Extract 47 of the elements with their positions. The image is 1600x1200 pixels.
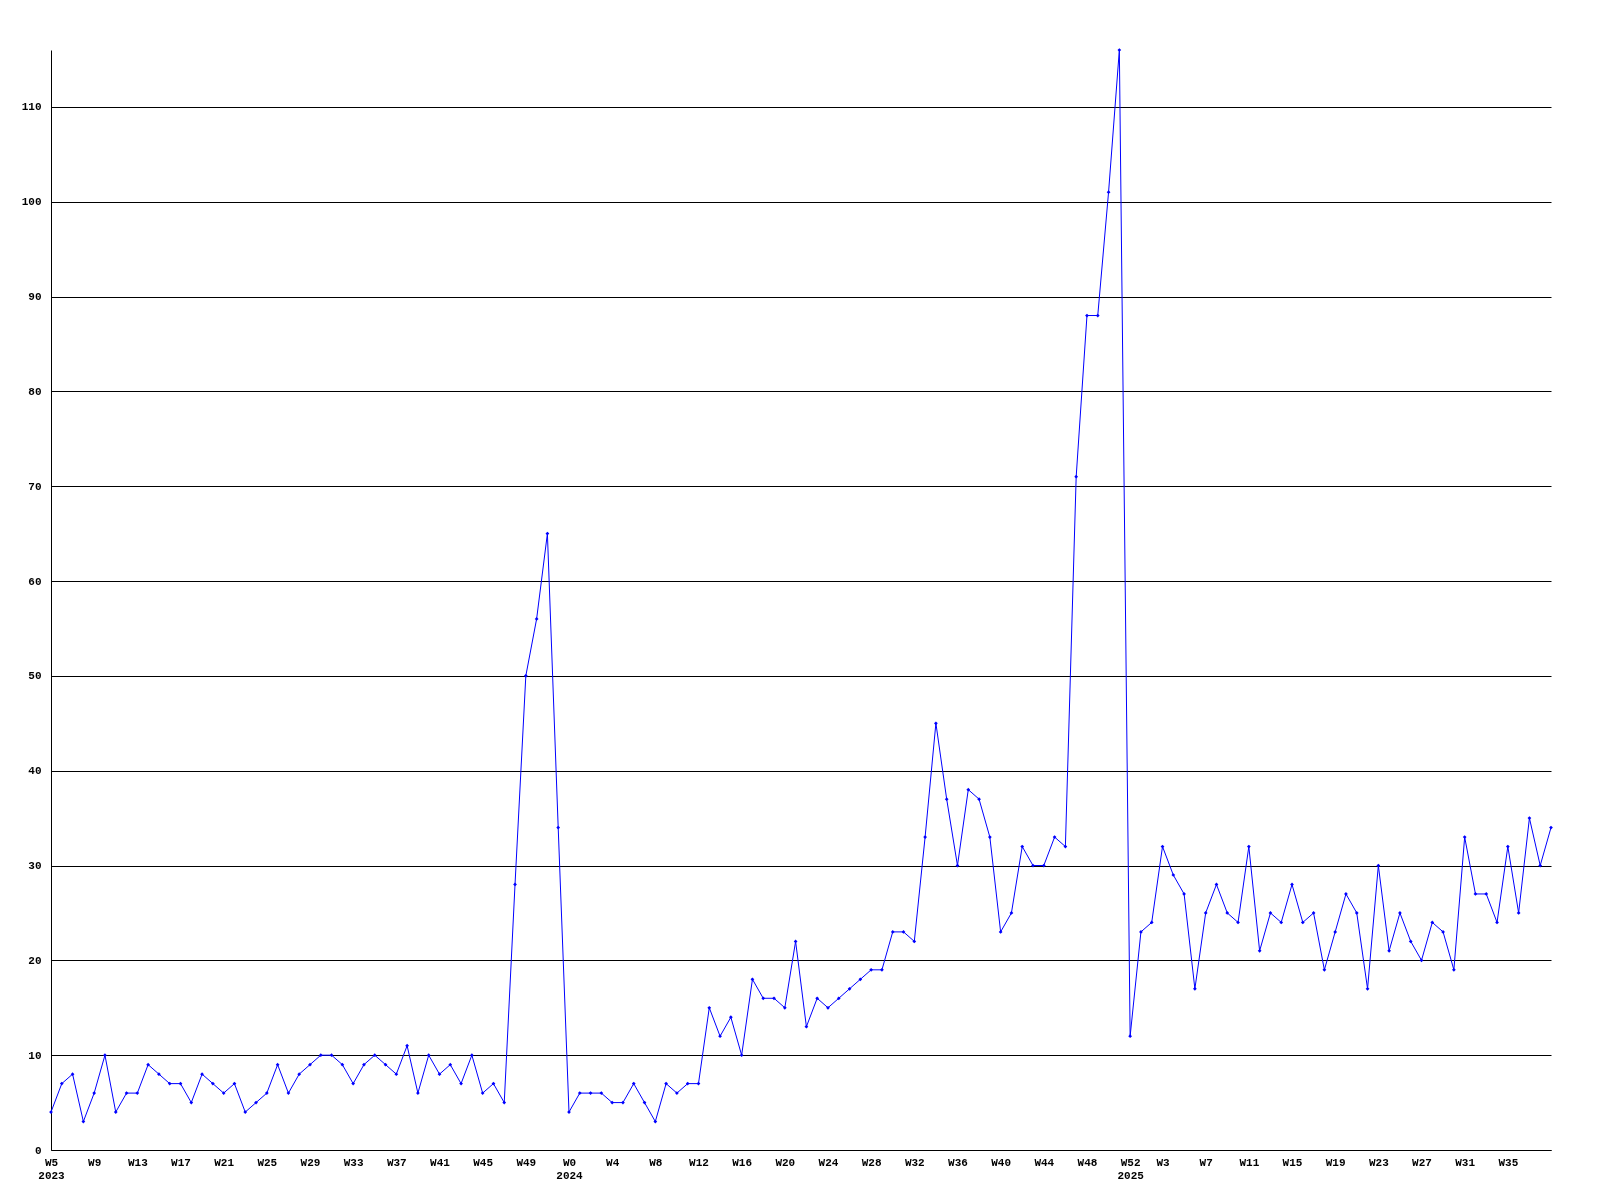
x-tick-label: W9 [88, 1156, 102, 1169]
x-tick-label: W28 [861, 1156, 882, 1169]
y-tick-label: 50 [28, 670, 42, 683]
x-tick-label: W23 [1368, 1156, 1390, 1169]
x-tick-label: W19 [1325, 1156, 1346, 1169]
x-tick-label: W8 [649, 1156, 663, 1169]
y-tick-label: 80 [28, 385, 42, 398]
x-tick-label: W41 [430, 1156, 451, 1169]
x-tick-label: W25 [257, 1156, 278, 1169]
x-tick-label: W20 [775, 1156, 796, 1169]
x-tick-label: W45 [473, 1156, 494, 1169]
x-tick-label: W15 [1282, 1156, 1303, 1169]
y-tick-label: 110 [21, 101, 42, 114]
x-tick-label: W4 [606, 1156, 620, 1169]
y-tick-label: 70 [28, 480, 42, 493]
x-tick-label: W44 [1034, 1156, 1055, 1169]
y-tick-label: 10 [28, 1049, 42, 1062]
x-tick-label: W16 [732, 1156, 753, 1169]
x-tick-label: W36 [948, 1156, 968, 1169]
x-tick-label: W5 2023 [38, 1156, 66, 1182]
x-tick-label: W7 [1199, 1156, 1213, 1169]
y-tick-label: 20 [28, 954, 42, 967]
y-tick-label: 0 [34, 1144, 42, 1157]
x-tick-label: W13 [127, 1156, 149, 1169]
y-tick-label: 100 [21, 196, 42, 209]
x-tick-label: W31 [1455, 1156, 1476, 1169]
x-tick-label: W11 [1239, 1156, 1260, 1169]
y-tick-label: 60 [28, 575, 42, 588]
x-tick-label: W21 [214, 1156, 235, 1169]
x-tick-label: W32 [904, 1156, 925, 1169]
x-tick-label: W33 [343, 1156, 364, 1169]
x-tick-label: W27 [1412, 1156, 1432, 1169]
y-tick-label: 30 [28, 860, 42, 873]
x-tick-label: W52 2025 [1117, 1156, 1145, 1182]
x-tick-label: W40 [991, 1156, 1012, 1169]
x-tick-label: W12 [689, 1156, 709, 1169]
x-tick-label: W29 [300, 1156, 321, 1169]
x-tick-label: W49 [516, 1156, 537, 1169]
x-tick-label: W35 [1498, 1156, 1519, 1169]
x-tick-label: W48 [1077, 1156, 1098, 1169]
x-tick-label: W24 [818, 1156, 839, 1169]
y-tick-label: 40 [28, 765, 42, 778]
y-tick-label: 90 [28, 291, 42, 304]
x-tick-label: W3 [1156, 1156, 1171, 1169]
x-tick-label: W0 2024 [556, 1156, 584, 1182]
x-tick-label: W17 [171, 1156, 191, 1169]
x-tick-label: W37 [386, 1156, 407, 1169]
